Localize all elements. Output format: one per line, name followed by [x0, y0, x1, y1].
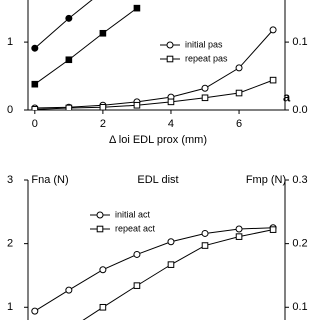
y2-axis-label: Fmp (N): [246, 174, 286, 186]
marker: [167, 98, 175, 106]
marker: [96, 211, 104, 219]
plot-area: [31, 224, 277, 320]
marker: [99, 29, 107, 37]
marker: [235, 89, 243, 97]
marker: [133, 101, 141, 109]
marker: [31, 80, 39, 88]
panel-label: a: [283, 89, 291, 104]
marker: [235, 64, 243, 72]
legend-label: repeat pas: [185, 53, 228, 63]
marker: [269, 26, 277, 34]
marker: [167, 238, 175, 246]
legend-label: initial act: [115, 209, 151, 219]
marker: [99, 303, 107, 311]
marker: [201, 84, 209, 92]
marker: [166, 55, 174, 63]
marker: [99, 266, 107, 274]
y-tick-label: 1: [7, 301, 13, 313]
series-line: [34, 7, 138, 85]
marker: [201, 94, 209, 102]
x-axis-label: Δ loi EDL prox (mm): [109, 134, 207, 146]
x-tick-label: 6: [236, 118, 242, 130]
series-line: [34, 29, 274, 109]
y2-tick-label: 0.1: [292, 36, 307, 48]
marker: [201, 242, 209, 249]
marker: [133, 4, 141, 12]
series-line: [34, 227, 274, 312]
marker: [99, 103, 107, 110]
y-tick-label: 1: [7, 36, 13, 48]
y2-tick-label: 0.3: [292, 174, 307, 186]
y2-tick-label: 0.2: [292, 238, 307, 250]
marker: [65, 104, 73, 110]
marker: [96, 225, 104, 233]
marker: [235, 233, 243, 240]
x-tick-label: 4: [168, 118, 174, 130]
chart-title: EDL dist: [137, 174, 178, 186]
marker: [269, 76, 277, 84]
x-tick-label: 2: [100, 118, 106, 130]
y-tick-label: 0: [7, 104, 13, 116]
marker: [65, 14, 73, 22]
series-line: [34, 79, 274, 110]
marker: [31, 44, 39, 52]
legend-label: initial pas: [185, 39, 223, 49]
marker: [235, 225, 243, 233]
y2-tick-label: 0.1: [292, 301, 307, 313]
marker: [133, 282, 141, 289]
marker: [166, 41, 174, 49]
y-tick-label: 2: [7, 238, 13, 250]
marker: [65, 56, 73, 64]
y-tick-label: 3: [7, 174, 13, 186]
marker: [31, 106, 39, 110]
marker: [31, 307, 39, 315]
marker: [201, 229, 209, 237]
y-axis-label: Fna (N): [31, 174, 68, 186]
legend-label: repeat act: [115, 223, 156, 233]
y2-tick-label: 0.0: [292, 104, 307, 116]
marker: [65, 286, 73, 294]
marker: [269, 226, 277, 233]
x-tick-label: 0: [32, 118, 38, 130]
marker: [167, 261, 175, 268]
plot-area: [31, 0, 277, 110]
marker: [133, 250, 141, 258]
